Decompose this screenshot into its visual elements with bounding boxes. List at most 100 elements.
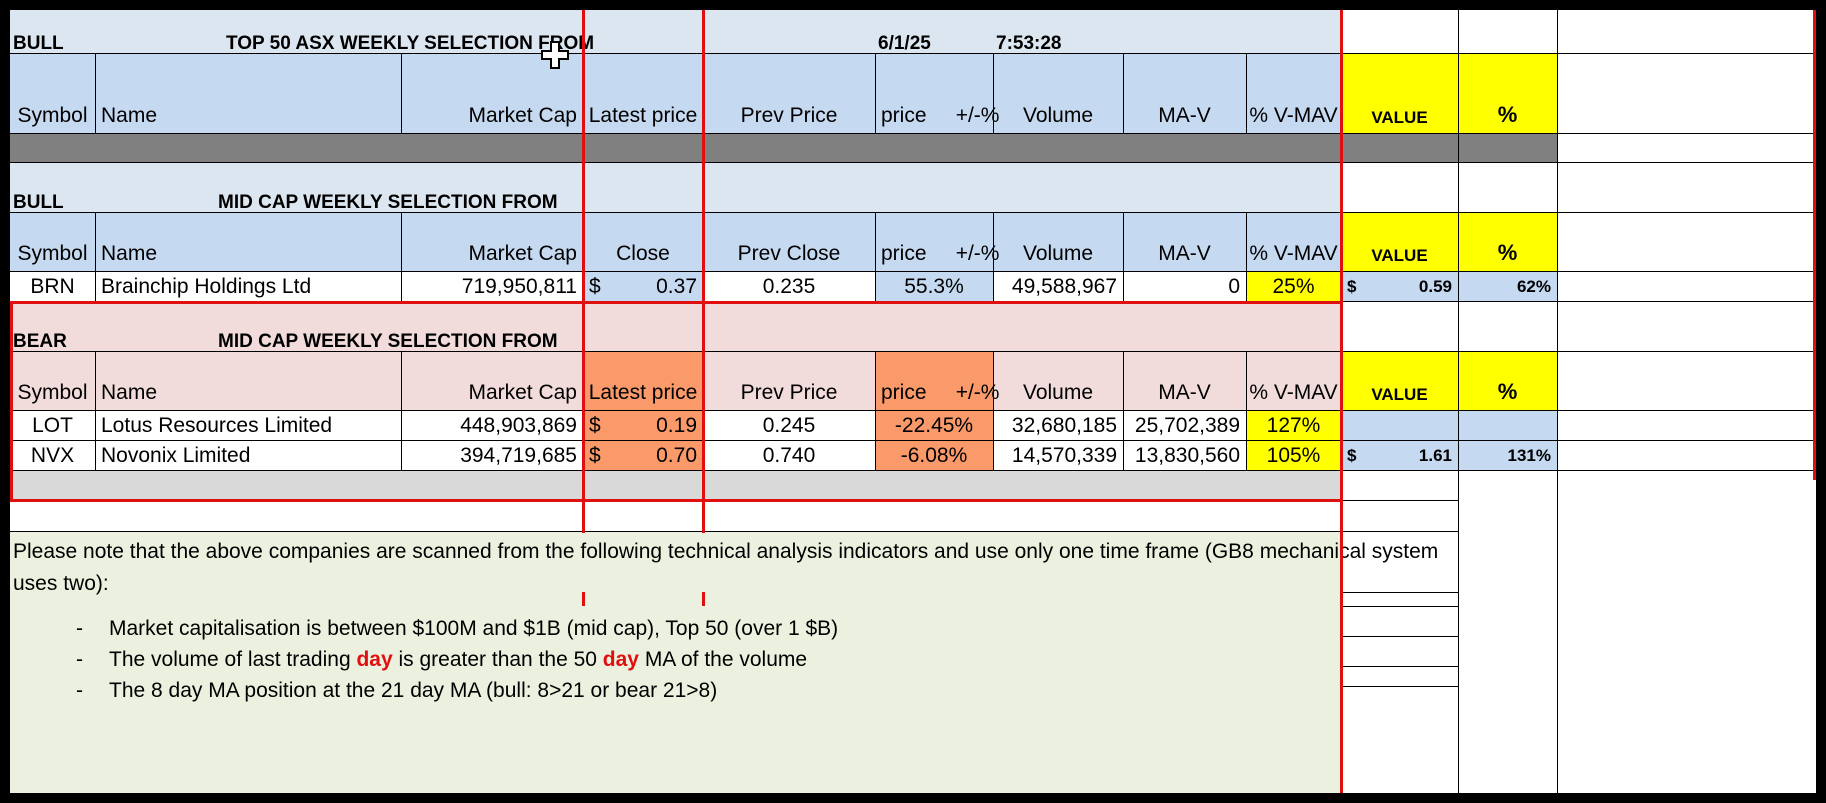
brn-pct-vmav[interactable]: 25% [1272, 275, 1315, 298]
bullet-dash: - [76, 648, 83, 671]
brn-price-bg [583, 272, 703, 302]
bear-mid-col-mav[interactable]: MA-V [1158, 381, 1211, 404]
brn-value[interactable]: 0.59 [1418, 277, 1452, 296]
nvx-value[interactable]: 1.61 [1418, 446, 1452, 465]
notes-bullet-2: - The volume of last trading day is great… [76, 648, 807, 672]
bear-mid-label: BEAR [13, 331, 67, 352]
lot-mav[interactable]: 25,702,389 [1134, 414, 1240, 437]
nvx-prev[interactable]: 0.740 [762, 444, 816, 467]
brn-mav[interactable]: 0 [1228, 275, 1240, 298]
grid-line [10, 440, 1816, 441]
lot-symbol[interactable]: LOT [32, 414, 73, 437]
bullet-1-text: Market capitalisation is between $100M a… [109, 617, 839, 640]
red-frame-line [10, 301, 1343, 304]
bull-mid-col-pct-vmav[interactable]: % V-MAV [1249, 242, 1338, 265]
bear-mid-col-marketcap[interactable]: Market Cap [468, 381, 577, 404]
lot-name[interactable]: Lotus Resources Limited [101, 414, 333, 437]
nvx-price[interactable]: 0.70 [656, 444, 697, 467]
nvx-mav[interactable]: 13,830,560 [1134, 444, 1240, 467]
bull-mid-col-volume[interactable]: Volume [1022, 242, 1094, 265]
grid-line [1246, 213, 1247, 302]
bull-mid-col-marketcap[interactable]: Market Cap [468, 242, 577, 265]
lot-price[interactable]: 0.19 [656, 414, 697, 437]
bullet-2-highlight-1: day [356, 648, 393, 671]
bull-mid-col-close[interactable]: Close [616, 242, 670, 265]
lot-prev[interactable]: 0.245 [762, 414, 816, 437]
bull-mid-col-symbol[interactable]: Symbol [17, 242, 88, 265]
grid-line [401, 352, 402, 471]
notes-bullet-3: - The 8 day MA position at the 21 day MA … [76, 679, 717, 703]
brn-change[interactable]: 55.3% [904, 275, 964, 298]
nvx-name[interactable]: Novonix Limited [101, 444, 251, 467]
top50-col-pct[interactable]: % [1497, 102, 1518, 127]
grid-line [875, 54, 876, 134]
lot-pct-vmav[interactable]: 127% [1266, 414, 1321, 437]
top50-col-value[interactable]: VALUE [1371, 108, 1428, 127]
bull-mid-col-value[interactable]: VALUE [1371, 246, 1428, 265]
bullet-2-post: MA of the volume [638, 648, 808, 671]
lot-value-bg [1341, 411, 1557, 441]
nvx-pct-vmav[interactable]: 105% [1266, 444, 1321, 467]
bear-mid-col-latest-price[interactable]: Latest price [588, 381, 698, 404]
grid-line [1341, 500, 1458, 501]
nvx-marketcap[interactable]: 394,719,685 [460, 444, 577, 467]
brn-price[interactable]: 0.37 [656, 275, 697, 298]
lot-change[interactable]: -22.45% [894, 414, 974, 437]
bear-mid-col-name[interactable]: Name [101, 381, 158, 404]
top50-col-volume[interactable]: Volume [1022, 104, 1094, 127]
spreadsheet: BULL TOP 50 ASX WEEKLY SELECTION FROM 6/… [10, 10, 1816, 793]
top50-col-name[interactable]: Name [101, 104, 158, 127]
top50-col-marketcap[interactable]: Market Cap [468, 104, 577, 127]
top50-header-yellow [1341, 54, 1557, 134]
top50-col-symbol[interactable]: Symbol [17, 104, 88, 127]
grid-line [95, 352, 96, 471]
crosshair-cursor-icon [540, 40, 570, 70]
bear-mid-col-change[interactable]: price +/-% [881, 381, 1000, 404]
nvx-symbol[interactable]: NVX [30, 444, 75, 467]
red-frame-line [582, 10, 585, 533]
bear-mid-col-pct-vmav[interactable]: % V-MAV [1249, 381, 1338, 404]
lot-marketcap[interactable]: 448,903,869 [460, 414, 577, 437]
brn-name[interactable]: Brainchip Holdings Ltd [101, 275, 312, 298]
nvx-pct-vmav-bg [1246, 441, 1341, 471]
grid-line [1246, 352, 1247, 471]
brn-pct[interactable]: 62% [1516, 277, 1551, 296]
red-frame-line [582, 592, 585, 606]
bull-mid-col-pct[interactable]: % [1497, 240, 1518, 265]
bear-mid-col-volume[interactable]: Volume [1022, 381, 1094, 404]
top50-col-pct-vmav[interactable]: % V-MAV [1249, 104, 1338, 127]
top50-col-mav[interactable]: MA-V [1158, 104, 1211, 127]
bull-mid-title-band [10, 163, 1341, 213]
nvx-pct[interactable]: 131% [1507, 446, 1551, 465]
top50-col-change[interactable]: price +/-% [881, 104, 1000, 127]
brn-value-bg [1341, 272, 1557, 302]
bull-mid-col-name[interactable]: Name [101, 242, 158, 265]
bull-mid-col-prev-close[interactable]: Prev Close [737, 242, 841, 265]
grid-line [10, 410, 1816, 411]
brn-volume[interactable]: 49,588,967 [1011, 275, 1117, 298]
bear-mid-col-symbol[interactable]: Symbol [17, 381, 88, 404]
red-frame-line [10, 301, 13, 501]
bear-mid-col-pct[interactable]: % [1497, 379, 1518, 404]
top50-col-prev-price[interactable]: Prev Price [740, 104, 838, 127]
bullet-dash: - [76, 679, 83, 702]
nvx-change[interactable]: -6.08% [900, 444, 968, 467]
nvx-volume[interactable]: 14,570,339 [1011, 444, 1117, 467]
brn-prev[interactable]: 0.235 [762, 275, 816, 298]
top50-header-row [10, 54, 1341, 134]
bull-mid-col-mav[interactable]: MA-V [1158, 242, 1211, 265]
top50-title-band-right-gap [1341, 10, 1816, 54]
top50-col-latest-price[interactable]: Latest price [588, 104, 698, 127]
brn-symbol[interactable]: BRN [30, 275, 75, 298]
bear-mid-col-value[interactable]: VALUE [1371, 385, 1428, 404]
grid-line [95, 213, 96, 302]
lot-pct-vmav-bg [1246, 411, 1341, 441]
red-frame-line [702, 10, 705, 533]
lot-change-bg [875, 411, 993, 441]
lot-volume[interactable]: 32,680,185 [1011, 414, 1117, 437]
bear-mid-title-band [10, 302, 1341, 352]
bull-mid-col-change[interactable]: price +/-% [881, 242, 1000, 265]
bear-mid-col-prev-price[interactable]: Prev Price [740, 381, 838, 404]
brn-marketcap[interactable]: 719,950,811 [461, 275, 577, 298]
grid-line [10, 271, 1816, 272]
